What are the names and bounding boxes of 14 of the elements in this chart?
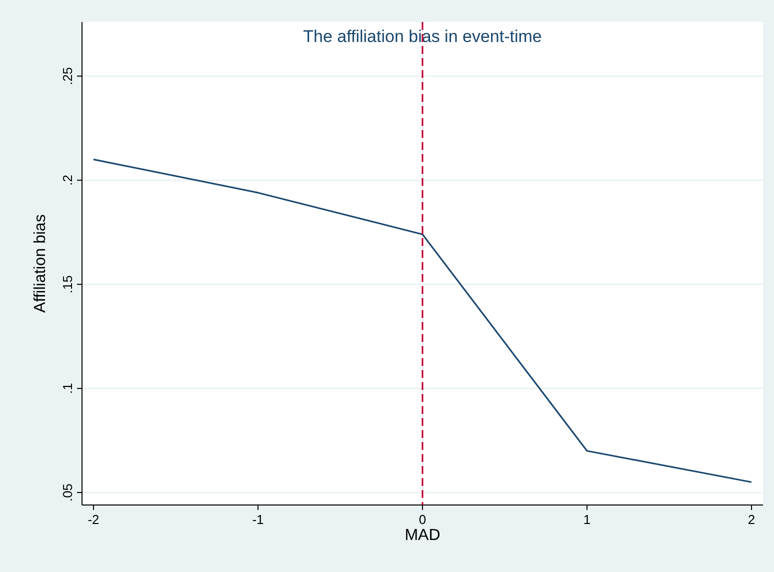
y-tick-label: .2 <box>60 174 75 186</box>
line-series <box>92 158 752 483</box>
x-tick-label: 1 <box>583 512 591 527</box>
y-axis-title: Affiliation bias <box>32 214 49 313</box>
x-axis-title: MAD <box>404 527 440 544</box>
y-tick-label: .05 <box>60 483 75 502</box>
chart-title: The affiliation bias in event-time <box>303 27 542 46</box>
x-tick-label: 2 <box>748 512 756 527</box>
y-tick-label: .1 <box>60 382 75 394</box>
y-tick-label: .25 <box>60 67 75 86</box>
x-tick-label: -1 <box>252 512 264 527</box>
x-tick-label: 0 <box>418 512 426 527</box>
y-tick-label: .15 <box>60 275 75 294</box>
x-tick-label: -2 <box>88 512 100 527</box>
